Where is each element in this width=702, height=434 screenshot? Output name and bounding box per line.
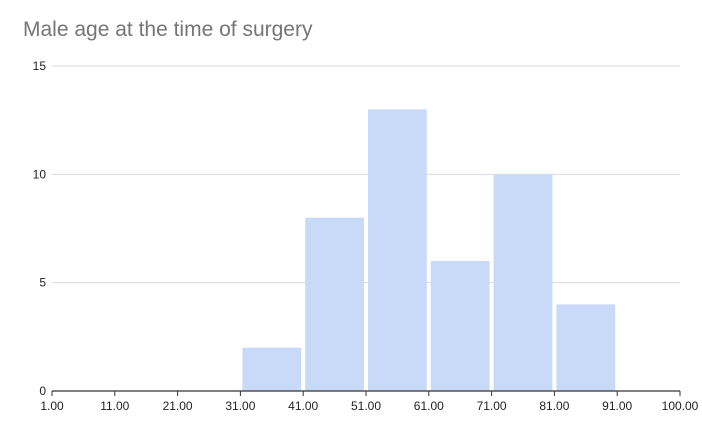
- histogram-bar: [556, 304, 616, 391]
- x-tick-label: 1.00: [40, 399, 64, 413]
- histogram-bar: [242, 347, 302, 391]
- x-tick-label: 81.00: [539, 399, 569, 413]
- histogram-bar: [305, 217, 364, 391]
- histogram-bar: [493, 174, 553, 391]
- histogram-bar: [368, 109, 427, 391]
- chart-title: Male age at the time of surgery: [23, 18, 313, 41]
- x-tick-label: 71.00: [477, 399, 507, 413]
- x-tick-label: 51.00: [351, 399, 381, 413]
- y-tick-label: 15: [33, 59, 47, 73]
- y-tick-label: 5: [39, 276, 46, 290]
- x-tick-label: 41.00: [288, 399, 318, 413]
- y-tick-label: 10: [33, 167, 47, 181]
- x-tick-label: 91.00: [602, 399, 632, 413]
- axes: [51, 390, 681, 396]
- x-tick-label: 61.00: [414, 399, 444, 413]
- bars: [242, 109, 616, 391]
- y-tick-label: 0: [39, 384, 46, 398]
- gridlines: [52, 65, 680, 284]
- tick-labels: 0 5 10 15 1.00 11.00 21.00 31.00 41.00 51.00 61.00…: [33, 59, 699, 413]
- x-tick-label: 31.00: [225, 399, 255, 413]
- x-tick-label: 100.00: [662, 399, 699, 413]
- x-tick-label: 11.00: [100, 399, 129, 413]
- histogram-bar: [430, 261, 490, 391]
- x-tick-label: 21.00: [163, 399, 193, 413]
